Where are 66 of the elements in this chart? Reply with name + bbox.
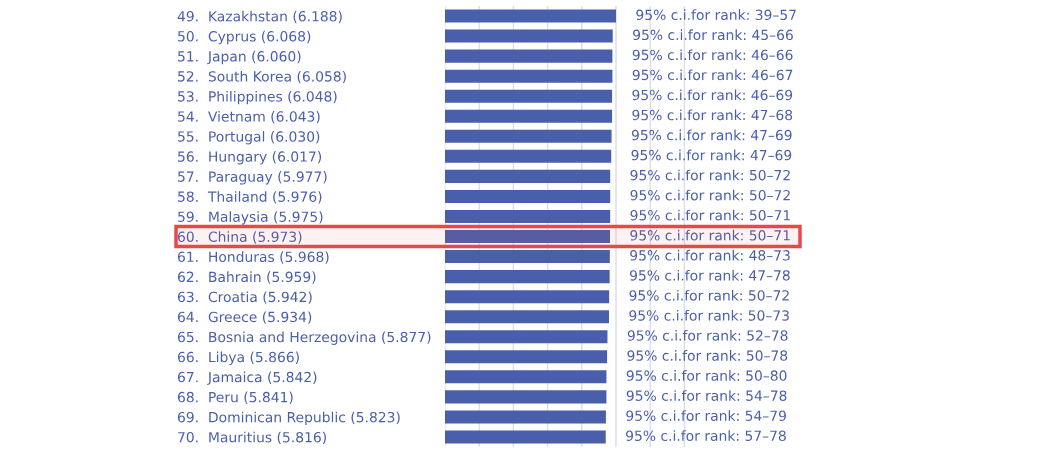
text: 95% c.i.for rank: 50–71 (630, 229, 790, 241)
text: 95% c.i.for rank: 39–57 (636, 9, 796, 21)
text: 95% c.i.for rank: 50–72 (630, 169, 790, 181)
y-tick-label: 67. Jamaica (5.842) (177, 371, 317, 385)
text: 95% c.i.for rank: 54–78 (626, 390, 787, 401)
bar (445, 430, 606, 444)
y-tick-label: 53. Philippines (6.048) (178, 90, 337, 105)
bar (445, 330, 608, 344)
text: 95% c.i.for rank: 48–73 (630, 249, 790, 261)
y-tick-label: 52. South Korea (6.058) (178, 70, 346, 84)
y-tick-label: 55. Portugal (6.030) (178, 131, 320, 145)
text: 95% c.i.for rank: 50–78 (627, 350, 788, 361)
text: 95% c.i.for rank: 50–73 (629, 309, 789, 321)
text: 95% c.i.for rank: 50–72 (629, 289, 789, 301)
y-tick-label: 51. Japan (6.060) (178, 50, 301, 65)
text: 95% c.i.for rank: 50–72 (630, 189, 790, 201)
y-tick-label: 58. Thailand (5.976) (178, 191, 322, 204)
y-tick-label: 59. Malaysia (5.975) (178, 211, 323, 225)
text: 95% c.i.for rank: 47–69 (631, 149, 792, 161)
bar (445, 310, 609, 324)
y-tick-label: 66. Libya (5.866) (177, 351, 299, 365)
bar (445, 209, 611, 223)
y-tick-label: 70. Mauritius (5.816) (178, 431, 326, 445)
y-tick-label: 50. Cyprus (6.068) (178, 30, 311, 45)
bar (445, 69, 613, 83)
text: 95% c.i.for rank: 45–66 (633, 29, 793, 41)
y-tick-label: 64. Greece (5.934) (177, 311, 312, 324)
text: 95% c.i.for rank: 50–80 (626, 370, 787, 381)
bar (445, 370, 607, 384)
bar (445, 109, 613, 123)
bar (445, 230, 611, 244)
text: 95% c.i.for rank: 57–78 (626, 430, 786, 442)
bar (445, 29, 613, 43)
bar (445, 149, 612, 163)
bar (445, 189, 611, 203)
bar (445, 49, 613, 63)
text: 95% c.i.for rank: 50–71 (630, 209, 790, 221)
text: 95% c.i.for rank: 46–69 (632, 89, 793, 101)
text: 95% c.i.for rank: 47–68 (632, 109, 793, 121)
y-tick-label: 65. Bosnia and Herzegovina (5.877) (177, 331, 431, 345)
text: 95% c.i.for rank: 52–78 (627, 330, 788, 341)
y-tick-label: 62. Bahrain (5.959) (177, 271, 316, 284)
bar (445, 410, 606, 424)
y-tick-label: 57. Paraguay (5.977) (178, 171, 327, 185)
text: 95% c.i.for rank: 54–79 (626, 410, 786, 421)
text: 95% c.i.for rank: 47–69 (631, 129, 792, 141)
text: 95% c.i.for rank: 47–78 (629, 269, 790, 281)
y-tick-label: 54. Vietnam (6.043) (178, 110, 320, 124)
bar (445, 350, 608, 364)
y-tick-label: 69. Dominican Republic (5.823) (177, 411, 400, 426)
bar (445, 89, 613, 103)
bar (445, 129, 612, 143)
y-tick-label: 49. Kazakhstan (6.188) (177, 10, 342, 24)
text: 95% c.i.for rank: 46–67 (632, 69, 793, 81)
bar (445, 270, 610, 284)
bar (445, 250, 610, 264)
bar (445, 290, 610, 304)
y-tick-label: 56. Hungary (6.017) (178, 151, 322, 165)
y-tick-label: 60. China (5.973) (177, 231, 302, 244)
bar (445, 9, 616, 23)
y-tick-label: 63. Croatia (5.942) (177, 291, 312, 304)
y-tick-label: 61. Honduras (5.968) (177, 251, 329, 264)
bar (445, 169, 611, 183)
y-tick-label: 68. Peru (5.841) (177, 391, 293, 404)
text: 95% c.i.for rank: 46–66 (632, 49, 793, 61)
bar (445, 390, 607, 404)
